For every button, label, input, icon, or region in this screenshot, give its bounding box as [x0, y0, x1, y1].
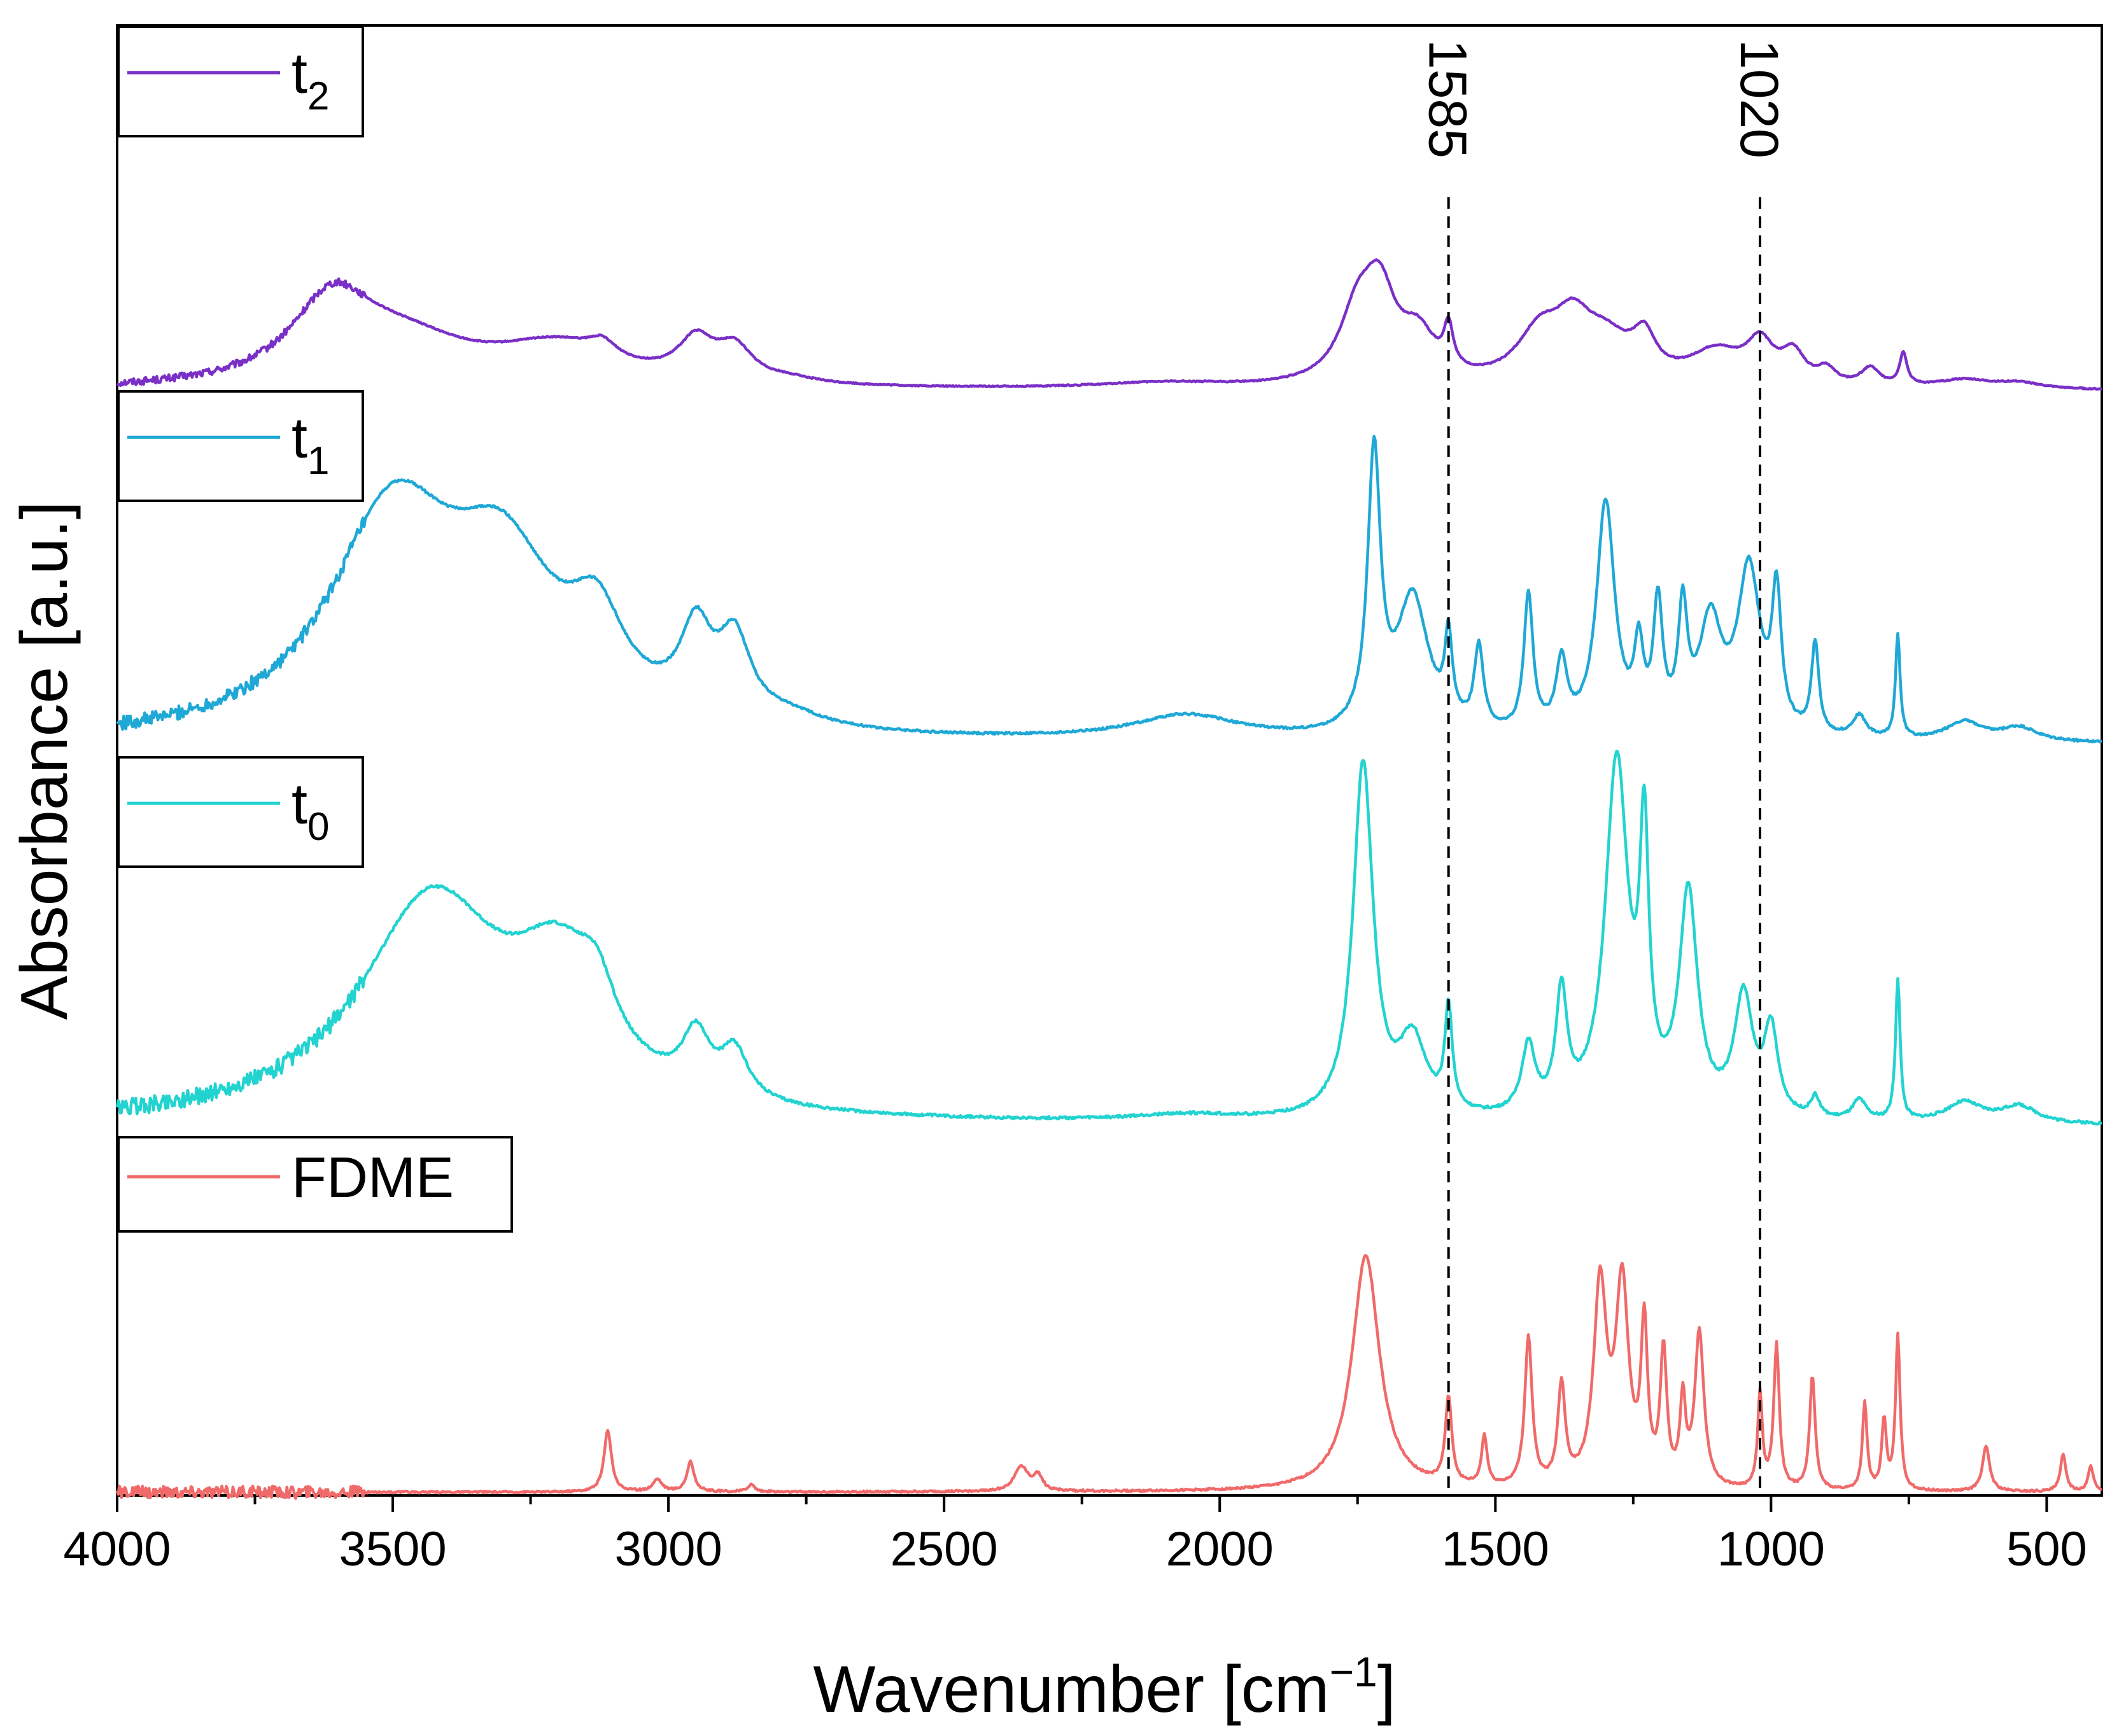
legend-boxes: t2 t1 t0 FDME [117, 25, 513, 1233]
peak-markers: 1585 1020 [1418, 39, 1789, 1495]
legend-t0: t0 [117, 756, 364, 868]
x-tick-label-2500: 2500 [891, 1522, 998, 1576]
spectrum-t1 [116, 435, 2102, 744]
marker-label-1585: 1585 [1418, 39, 1478, 158]
spectra-traces [115, 258, 2103, 1500]
marker-label-1020: 1020 [1729, 39, 1789, 158]
legend-box [117, 1136, 513, 1233]
x-axis: 4000 3500 3000 2500 2000 1500 1000 500 [63, 1495, 2087, 1576]
x-tick-label-4000: 4000 [63, 1522, 171, 1576]
y-axis-title: Absorbance [a.u.] [8, 501, 81, 1019]
x-axis-title-main: Wavenumber [cm [813, 1653, 1329, 1726]
x-axis-title-end: ] [1377, 1653, 1396, 1726]
x-axis-title-superscript: −1 [1329, 1648, 1377, 1695]
legend-FDME: FDME [117, 1136, 513, 1233]
x-tick-label-3500: 3500 [339, 1522, 447, 1576]
x-tick-label-1000: 1000 [1717, 1522, 1825, 1576]
legend-box [117, 756, 364, 868]
legend-box [117, 25, 364, 137]
x-tick-label-1500: 1500 [1442, 1522, 1549, 1576]
legend-label: t1 [292, 407, 330, 483]
legend-label: t2 [292, 42, 330, 118]
x-tick-label-2000: 2000 [1166, 1522, 1274, 1576]
x-axis-title: Wavenumber [cm−1] [813, 1648, 1395, 1726]
spectrum-t0 [115, 750, 2102, 1126]
legend-t1: t1 [117, 390, 364, 502]
legend-t2: t2 [117, 25, 364, 137]
x-tick-label-500: 500 [2006, 1522, 2087, 1576]
x-tick-label-3000: 3000 [615, 1522, 722, 1576]
legend-label: FDME [292, 1146, 454, 1210]
plot-frame [116, 24, 2103, 1497]
spectrum-t2 [116, 258, 2102, 391]
legend-box [117, 390, 364, 502]
spectrum-FDME [115, 1254, 2103, 1500]
legend-label: t0 [292, 773, 330, 849]
